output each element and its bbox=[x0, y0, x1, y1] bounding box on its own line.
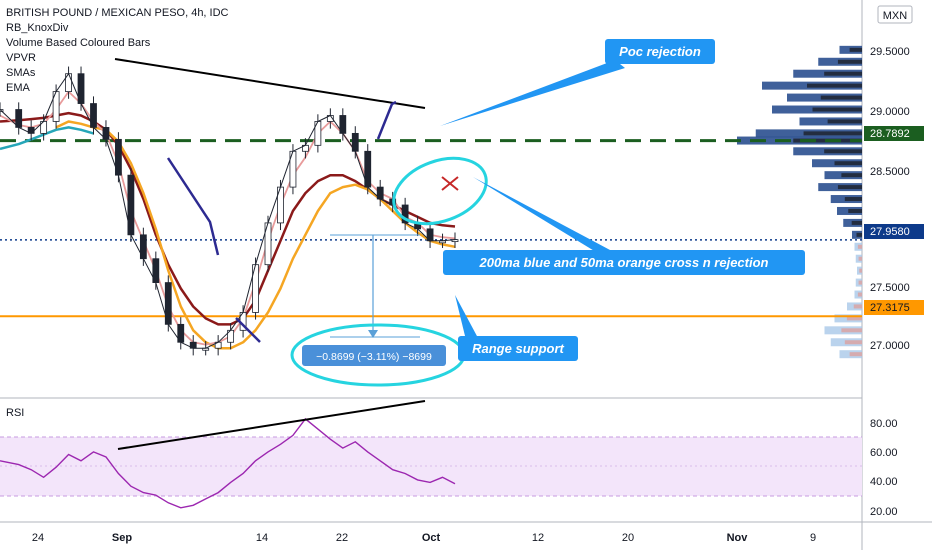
volume-profile-bar-inner bbox=[827, 119, 862, 124]
cross-highlight-ellipse bbox=[392, 156, 488, 226]
price-tick: 29.0000 bbox=[870, 106, 910, 118]
support-price-tag bbox=[864, 300, 924, 315]
poc-callout[interactable] bbox=[605, 39, 715, 64]
divergence-line-2 bbox=[235, 317, 261, 343]
indicator-label[interactable]: EMA bbox=[6, 82, 31, 94]
measure-label: −0.8699 (−3.11%) −8699 bbox=[316, 351, 432, 363]
last-price-tag bbox=[864, 224, 924, 239]
time-tick: 14 bbox=[256, 532, 268, 544]
range-callout[interactable] bbox=[458, 336, 578, 361]
indicator-label[interactable]: SMAs bbox=[6, 67, 36, 79]
indicator-label[interactable]: VPVR bbox=[6, 52, 36, 64]
volume-profile-bar-inner bbox=[859, 268, 862, 273]
rsi-tick: 20.00 bbox=[870, 506, 898, 518]
volume-profile-bar-inner bbox=[837, 185, 862, 190]
time-tick: Sep bbox=[112, 532, 132, 544]
cross-callout-pointer bbox=[473, 177, 610, 252]
volume-profile-bar-inner bbox=[837, 59, 862, 64]
price-trendline[interactable] bbox=[114, 58, 426, 109]
poc-price-tag-text: 28.7892 bbox=[870, 128, 910, 140]
symbol-title: BRITISH POUND / MEXICAN PESO, 4h, IDC bbox=[6, 7, 229, 19]
divergence-line-1 bbox=[166, 157, 220, 256]
poc-callout-text: Poc rejection bbox=[619, 44, 701, 59]
ma-orange-line bbox=[55, 120, 456, 350]
volume-profile-bar-inner bbox=[858, 280, 862, 285]
measure-label-box bbox=[302, 345, 446, 366]
time-tick: Oct bbox=[422, 532, 441, 544]
time-tick: 12 bbox=[532, 532, 544, 544]
support-price-tag-text: 27.3175 bbox=[870, 302, 910, 314]
volume-profile-bar-inner bbox=[841, 173, 862, 178]
rsi-tick: 80.00 bbox=[870, 418, 898, 430]
volume-profile-bar-inner bbox=[857, 292, 862, 297]
rsi-tick: 60.00 bbox=[870, 447, 898, 459]
rsi-trendline[interactable] bbox=[117, 400, 426, 450]
volume-profile-bar-inner bbox=[849, 47, 862, 52]
poc-price-tag bbox=[864, 126, 924, 141]
time-tick: Nov bbox=[727, 532, 749, 544]
price-tick: 27.5000 bbox=[870, 282, 910, 294]
volume-profile-bar-inner bbox=[824, 71, 862, 76]
volume-profile-bar-inner bbox=[841, 328, 862, 333]
last-price-tag-text: 27.9580 bbox=[870, 226, 910, 238]
price-tick: 27.0000 bbox=[870, 340, 910, 352]
volume-profile-bar-inner bbox=[803, 131, 862, 136]
ma-teal-line bbox=[0, 126, 94, 151]
volume-profile-bar-inner bbox=[853, 304, 862, 309]
range-callout-pointer bbox=[455, 295, 478, 340]
volume-profile-bar-inner bbox=[824, 149, 862, 154]
volume-profile-bar-inner bbox=[844, 197, 862, 202]
cross-callout-text: 200ma blue and 50ma orange cross n rejec… bbox=[478, 255, 768, 270]
price-tick: 29.5000 bbox=[870, 46, 910, 58]
cross-marker-b bbox=[441, 176, 459, 191]
price-tick: 28.5000 bbox=[870, 166, 910, 178]
volume-profile-bar-inner bbox=[856, 232, 862, 237]
volume-profile-bar-inner bbox=[820, 95, 862, 100]
volume-profile-bar-inner bbox=[807, 83, 862, 88]
price-series bbox=[0, 66, 459, 356]
currency-button[interactable] bbox=[877, 5, 913, 24]
measure-arrow bbox=[368, 330, 378, 338]
time-tick: 9 bbox=[810, 532, 816, 544]
volume-profile-bar-inner bbox=[846, 316, 862, 321]
rsi-label[interactable]: RSI bbox=[6, 407, 24, 419]
range-callout-text: Range support bbox=[472, 341, 564, 356]
volume-profile-bar-inner bbox=[857, 244, 862, 249]
indicator-label[interactable]: Volume Based Coloured Bars bbox=[6, 37, 151, 49]
volume-profile-bar-inner bbox=[858, 256, 862, 261]
volume-profile-bar-inner bbox=[834, 161, 862, 166]
time-tick: 20 bbox=[622, 532, 634, 544]
price-close-line bbox=[0, 73, 456, 349]
volume-profile-bar-inner bbox=[849, 352, 862, 357]
rsi-line bbox=[0, 417, 456, 509]
rsi-tick: 40.00 bbox=[870, 476, 898, 488]
time-tick: 22 bbox=[336, 532, 348, 544]
volume-profile-bar-inner bbox=[812, 107, 862, 112]
poc-callout-pointer bbox=[440, 60, 625, 126]
currency-label: MXN bbox=[883, 10, 908, 22]
cross-callout[interactable] bbox=[443, 250, 805, 275]
indicator-label[interactable]: RB_KnoxDiv bbox=[6, 22, 69, 34]
divergence-line-3 bbox=[376, 100, 397, 140]
rsi-series bbox=[0, 417, 456, 509]
time-tick: 24 bbox=[32, 532, 44, 544]
volume-profile bbox=[737, 45, 862, 359]
volume-profile-bar-inner bbox=[848, 208, 862, 213]
volume-profile-bar-inner bbox=[844, 340, 862, 345]
volume-profile-bar-inner bbox=[851, 220, 862, 225]
